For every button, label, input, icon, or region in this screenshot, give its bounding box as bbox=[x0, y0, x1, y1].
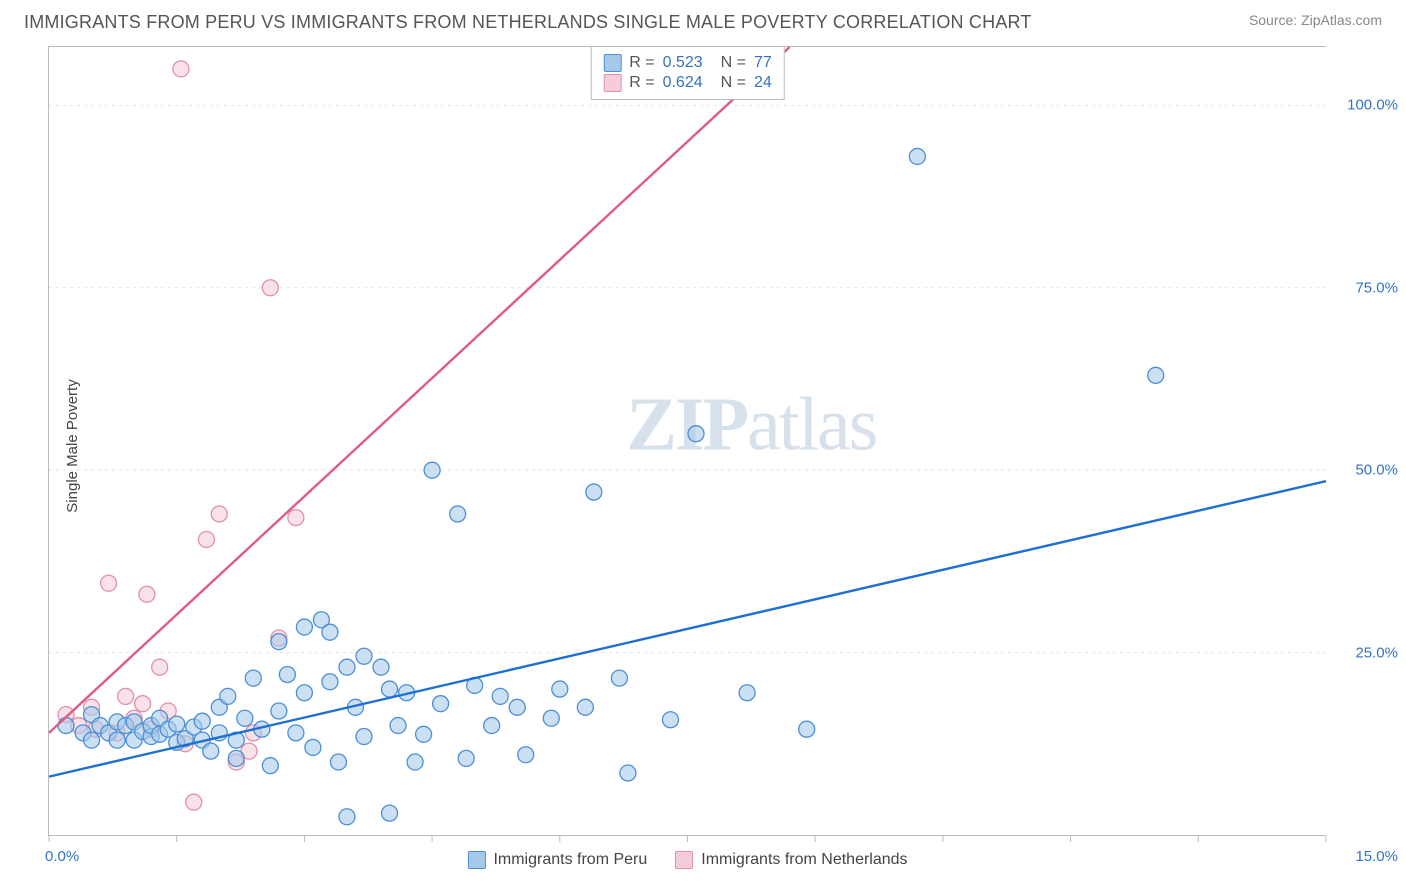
legend-swatch-peru-icon bbox=[603, 54, 621, 72]
legend-row-peru: R = 0.523 N = 77 bbox=[603, 53, 772, 73]
n-symbol: N = bbox=[721, 74, 746, 92]
legend-item-netherlands: Immigrants from Netherlands bbox=[675, 851, 907, 869]
y-tick-label: 25.0% bbox=[1334, 644, 1398, 661]
n-value-netherlands: 24 bbox=[754, 74, 772, 92]
legend-row-netherlands: R = 0.624 N = 24 bbox=[603, 73, 772, 93]
x-tick-label: 15.0% bbox=[1334, 848, 1398, 865]
n-value-peru: 77 bbox=[754, 54, 772, 72]
x-tick-label: 0.0% bbox=[45, 848, 79, 865]
source-attribution: Source: ZipAtlas.com bbox=[1249, 12, 1382, 30]
r-value-netherlands: 0.624 bbox=[663, 74, 703, 92]
legend-swatch-netherlands-icon bbox=[675, 851, 693, 869]
legend-label-netherlands: Immigrants from Netherlands bbox=[701, 851, 907, 869]
source-prefix: Source: bbox=[1249, 12, 1301, 28]
legend-series-box: Immigrants from Peru Immigrants from Net… bbox=[467, 851, 907, 869]
legend-label-peru: Immigrants from Peru bbox=[493, 851, 647, 869]
chart-title: IMMIGRANTS FROM PERU VS IMMIGRANTS FROM … bbox=[24, 12, 1032, 33]
chart-plot-area: ZIPatlas R = 0.523 N = 77 R = 0.624 N = … bbox=[48, 46, 1326, 836]
y-tick-label: 75.0% bbox=[1334, 279, 1398, 296]
source-link[interactable]: ZipAtlas.com bbox=[1301, 12, 1382, 28]
y-tick-label: 100.0% bbox=[1334, 97, 1398, 114]
r-symbol: R = bbox=[629, 74, 654, 92]
legend-swatch-netherlands-icon bbox=[603, 74, 621, 92]
legend-correlation-box: R = 0.523 N = 77 R = 0.624 N = 24 bbox=[590, 46, 785, 100]
r-symbol: R = bbox=[629, 54, 654, 72]
legend-item-peru: Immigrants from Peru bbox=[467, 851, 647, 869]
scatter-plot-svg bbox=[49, 47, 1326, 835]
n-symbol: N = bbox=[721, 54, 746, 72]
r-value-peru: 0.523 bbox=[663, 54, 703, 72]
y-tick-label: 50.0% bbox=[1334, 462, 1398, 479]
legend-swatch-peru-icon bbox=[467, 851, 485, 869]
